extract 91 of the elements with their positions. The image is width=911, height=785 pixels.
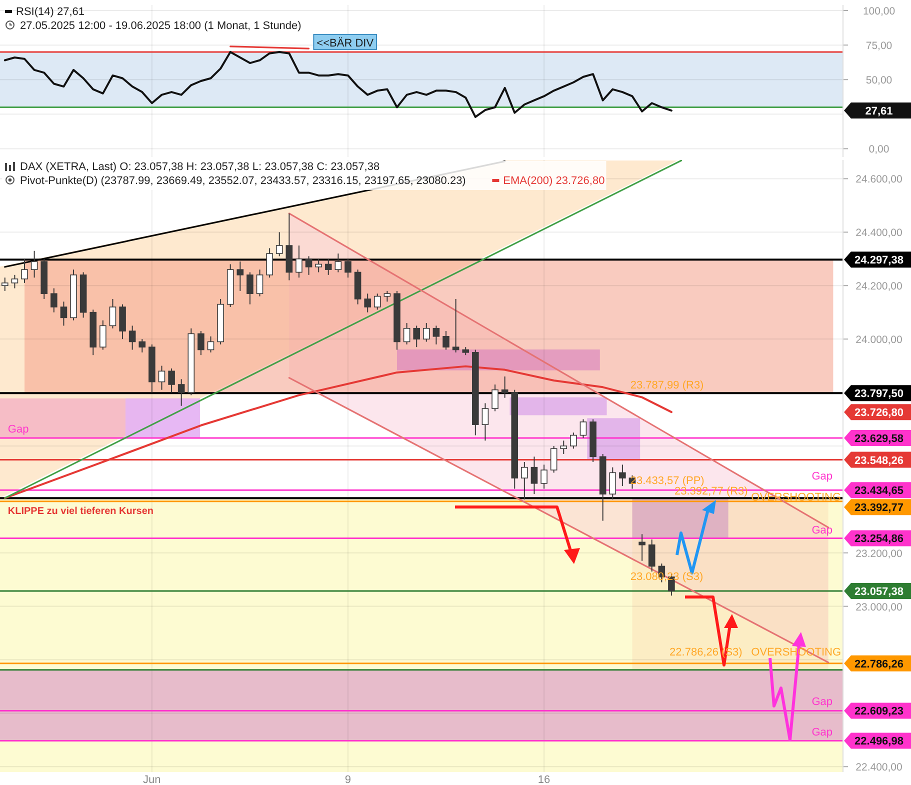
candlestick (521, 461, 528, 500)
legend-label: RSI(14) 27,61 (16, 6, 84, 18)
candlestick (530, 456, 538, 495)
candlestick (384, 290, 391, 302)
candlestick (560, 440, 568, 454)
annotation: Gap (812, 696, 832, 708)
candlestick (364, 293, 371, 313)
candlestick (423, 322, 430, 342)
candlestick (344, 258, 352, 278)
ref-line-label: 22.609,23 (854, 706, 904, 718)
ref-line-label: 24.297,38 (854, 254, 904, 267)
candlestick (2, 277, 8, 292)
candlestick (138, 338, 146, 353)
y-tick-label: 75,00 (866, 40, 892, 52)
y-tick-label: 0,00 (868, 144, 890, 156)
candlestick (609, 466, 616, 500)
candlestick (580, 418, 587, 438)
candlestick (109, 298, 116, 329)
candlestick (246, 272, 254, 305)
candlestick (168, 368, 175, 394)
candlestick (374, 293, 381, 310)
annotation: KLIPPE zu viel tieferen Kursen (8, 506, 154, 518)
candlestick (276, 232, 283, 257)
ref-line-label: 23.057,38 (854, 586, 904, 598)
candlestick (266, 248, 273, 278)
y-tick-label: 24.600,00 (856, 174, 903, 186)
candlestick (30, 250, 38, 278)
y-tick-label: 24.000,00 (856, 334, 903, 346)
candlestick (570, 432, 577, 450)
ref-line-label: 23.434,65 (854, 485, 904, 498)
candlestick (501, 376, 508, 398)
candlestick (178, 378, 185, 406)
candlestick (100, 320, 106, 350)
candlestick (638, 534, 646, 562)
annotation: Gap (812, 726, 832, 739)
candlestick (482, 402, 489, 442)
candlestick (256, 269, 264, 297)
y-tick-label: 24.400,00 (856, 227, 903, 240)
ref-line-label: 23.797,50 (854, 388, 904, 400)
text: 27,61 (865, 106, 893, 118)
candlestick (198, 330, 204, 356)
ref-line-label: 22.496,98 (854, 736, 904, 748)
y-tick-label: 100,00 (862, 6, 896, 18)
y-tick-label: 50,00 (866, 74, 892, 87)
ref-line-label: 23.629,58 (854, 433, 904, 446)
annotation: Gap (812, 524, 832, 537)
candlestick (296, 245, 302, 278)
candlestick (236, 261, 244, 292)
annotation: <<BÄR DIV (316, 36, 374, 50)
candlestick (60, 301, 68, 326)
candlestick (158, 365, 166, 390)
ref-line-label: 23.254,86 (854, 533, 904, 546)
x-tick-label: Jun (143, 774, 161, 785)
candlestick (432, 325, 440, 345)
y-tick-label: 24.200,00 (856, 280, 903, 293)
candlestick (50, 288, 58, 313)
x-tick-label: 9 (344, 774, 352, 785)
y-tick-label: 23.200,00 (856, 548, 903, 560)
candlestick (619, 464, 626, 487)
candlestick (305, 256, 312, 276)
text: 23.726,80 (854, 407, 904, 420)
candlestick (207, 336, 214, 353)
candlestick (540, 464, 548, 490)
ref-line-label: 23.548,26 (854, 454, 904, 467)
candlestick (21, 258, 28, 284)
candlestick (413, 325, 420, 348)
text: Pivot-Punkte(D) (23787.99, 23669.49, 23552.07, 23433.57, 23316.15, 23197.65, 23080.23) (20, 175, 466, 187)
text: 27.05.2025 12:00 - 19.06.2025 18:00 (1 Monat, 1 Stunde) (20, 20, 302, 32)
candlestick (11, 274, 18, 289)
candlestick (648, 538, 656, 572)
chart-title: DAX (XETRA, Last) O: 23.057,38 H: 23.057,38 L: 23.057,38 C: 23.057,38 (20, 161, 380, 173)
x-tick-label: 16 (538, 774, 550, 785)
y-tick-label: 23.000,00 (856, 601, 903, 614)
annotation: Gap (8, 424, 29, 436)
y-tick-label: 22.400,00 (856, 762, 903, 774)
candlestick (550, 445, 558, 474)
candlestick (492, 384, 498, 412)
candlestick (334, 253, 342, 273)
ref-line-label: 22.786,26 (854, 658, 904, 670)
legend-label: EMA(200) 23.726,80 (503, 175, 605, 187)
annotation: Gap (812, 470, 832, 482)
candlestick (403, 322, 410, 345)
annotation: OVERSHOOTING (751, 492, 841, 504)
ref-line-label: 23.392,77 (854, 502, 904, 514)
annotation: 23.787,99 (R3) (630, 380, 704, 392)
candlestick (128, 325, 136, 350)
candlestick (315, 258, 322, 273)
line-series (4, 50, 672, 118)
candlestick (452, 298, 460, 353)
candlestick (324, 258, 332, 276)
candlestick (442, 330, 450, 350)
